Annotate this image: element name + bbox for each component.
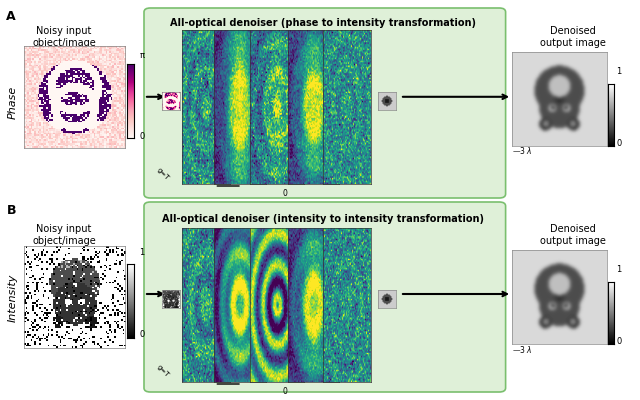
Text: Denoised
output image: Denoised output image	[540, 26, 605, 48]
Text: 10 $\lambda$: 10 $\lambda$	[219, 174, 237, 185]
FancyBboxPatch shape	[144, 8, 506, 198]
FancyBboxPatch shape	[144, 202, 506, 392]
Text: $\mathregular{—}$3 $\lambda$: $\mathregular{—}$3 $\lambda$	[512, 145, 532, 156]
Text: 0: 0	[140, 330, 145, 339]
Text: 1: 1	[616, 68, 621, 76]
Text: 1: 1	[140, 248, 145, 257]
Text: 1: 1	[616, 266, 621, 274]
Text: 2π: 2π	[283, 176, 292, 185]
Text: Noisy input
object/image: Noisy input object/image	[32, 26, 96, 48]
Text: Phase: Phase	[8, 85, 18, 119]
Text: All-optical denoiser (phase to intensity transformation): All-optical denoiser (phase to intensity…	[170, 18, 476, 28]
Text: Intensity: Intensity	[8, 274, 18, 322]
Text: 0: 0	[140, 132, 145, 141]
Text: B: B	[6, 204, 16, 217]
Text: g=T: g=T	[156, 166, 170, 181]
Text: 0: 0	[616, 140, 621, 148]
Text: 2π: 2π	[283, 374, 292, 383]
Text: All-optical denoiser (intensity to intensity transformation): All-optical denoiser (intensity to inten…	[162, 214, 484, 224]
Text: A: A	[6, 10, 16, 23]
Text: 0: 0	[283, 189, 288, 198]
Text: g=T: g=T	[156, 364, 170, 378]
Text: Denoised
output image: Denoised output image	[540, 224, 605, 246]
Text: 10 $\lambda$: 10 $\lambda$	[219, 372, 237, 383]
Text: $\mathregular{—}$3 $\lambda$: $\mathregular{—}$3 $\lambda$	[512, 344, 532, 355]
Text: 0: 0	[283, 387, 288, 396]
Text: Noisy input
object/image: Noisy input object/image	[32, 224, 96, 246]
Text: π: π	[140, 51, 145, 60]
Text: 0: 0	[616, 338, 621, 346]
